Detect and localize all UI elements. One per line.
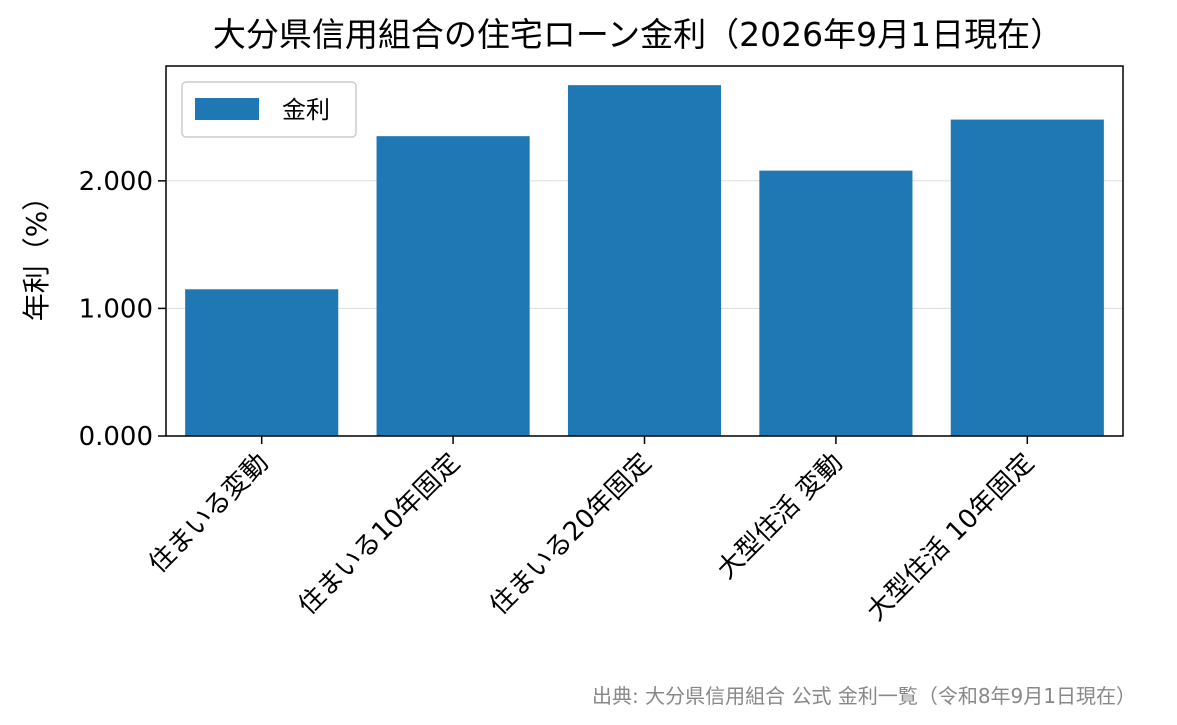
bar xyxy=(567,85,722,436)
y-axis: 0.000 1.000 2.000 xyxy=(79,167,166,452)
bar xyxy=(376,136,530,436)
y-axis-label: 年利（%） xyxy=(20,183,53,322)
x-axis: 住まいる変動 住まいる10年固定 住まいる20年固定 大型住活 変動 大型住活 10年固… xyxy=(143,436,1040,627)
bar xyxy=(950,119,1104,436)
legend-entry: 金利 xyxy=(282,96,330,124)
bar xyxy=(759,170,913,436)
y-tick-label: 0.000 xyxy=(79,422,153,452)
x-tick-label: 大型住活 10年固定 xyxy=(861,448,1040,627)
x-tick-label: 大型住活 変動 xyxy=(711,448,848,585)
source-note: 出典: 大分県信用組合 公式 金利一覧（令和8年9月1日現在） xyxy=(592,684,1136,708)
y-tick-label: 1.000 xyxy=(79,294,153,324)
x-tick-label: 住まいる10年固定 xyxy=(293,448,466,621)
legend: 金利 xyxy=(181,81,357,138)
legend-swatch xyxy=(195,98,259,120)
x-tick-label: 住まいる変動 xyxy=(143,448,275,580)
bars xyxy=(185,85,1104,436)
x-tick-label: 住まいる20年固定 xyxy=(484,448,657,621)
y-tick-label: 2.000 xyxy=(79,167,153,197)
legend-box xyxy=(181,81,357,138)
bar xyxy=(185,289,339,436)
chart-title: 大分県信用組合の住宅ローン金利（2026年9月1日現在） xyxy=(213,15,1063,54)
